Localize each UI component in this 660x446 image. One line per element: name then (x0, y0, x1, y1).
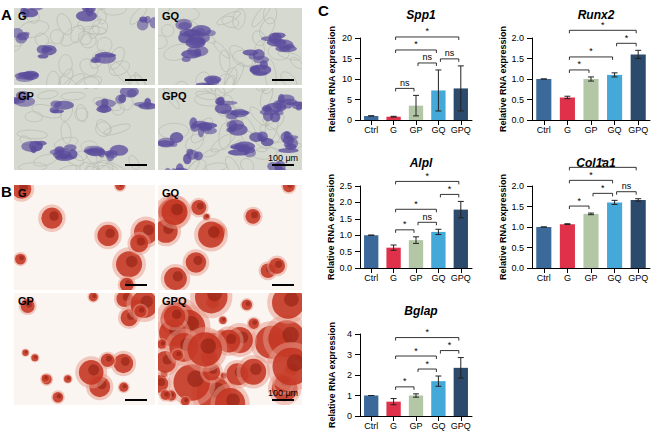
svg-text:GP: GP (18, 295, 34, 307)
svg-text:B: B (1, 183, 12, 200)
svg-text:*: * (625, 33, 629, 43)
svg-text:G: G (390, 421, 397, 431)
svg-text:GPQ: GPQ (628, 273, 648, 283)
svg-text:GQ: GQ (608, 273, 622, 283)
svg-text:0: 0 (347, 411, 352, 421)
svg-text:*: * (414, 199, 418, 209)
svg-text:Relative RNA expression: Relative RNA expression (327, 322, 337, 428)
svg-text:Relative RNA expression: Relative RNA expression (326, 174, 336, 280)
svg-text:Ctrl: Ctrl (537, 125, 551, 135)
svg-text:GP: GP (584, 125, 597, 135)
svg-text:ns: ns (445, 48, 455, 58)
svg-text:*: * (425, 171, 429, 181)
svg-text:GPQ: GPQ (628, 125, 648, 135)
svg-text:2.0: 2.0 (511, 181, 524, 191)
svg-text:*: * (589, 46, 593, 56)
svg-text:*: * (448, 340, 452, 350)
svg-text:GPQ: GPQ (162, 90, 187, 102)
svg-text:Relative RNA expression: Relative RNA expression (327, 26, 337, 132)
svg-text:0: 0 (347, 115, 352, 125)
svg-text:0.0: 0.0 (511, 263, 524, 273)
svg-text:GQ: GQ (608, 125, 622, 135)
svg-text:4: 4 (347, 329, 352, 339)
svg-text:*: * (403, 376, 407, 386)
svg-text:A: A (1, 6, 12, 23)
svg-text:GP: GP (409, 125, 422, 135)
svg-text:3: 3 (347, 350, 352, 360)
svg-text:Runx2: Runx2 (578, 8, 615, 22)
svg-text:G: G (390, 273, 397, 283)
svg-text:*: * (403, 219, 407, 229)
svg-text:GQ: GQ (431, 125, 445, 135)
svg-text:Relative RNA expression: Relative RNA expression (498, 26, 508, 132)
svg-text:*: * (601, 183, 605, 193)
svg-text:10: 10 (342, 74, 352, 84)
svg-text:Spp1: Spp1 (406, 8, 436, 22)
svg-text:2.5: 2.5 (339, 181, 352, 191)
svg-text:*: * (425, 26, 429, 36)
svg-text:G: G (18, 187, 27, 199)
svg-text:ns: ns (422, 212, 432, 222)
svg-text:1.0: 1.0 (339, 230, 352, 240)
svg-text:GPQ: GPQ (162, 295, 187, 307)
svg-text:G: G (18, 10, 27, 22)
svg-text:1.5: 1.5 (511, 202, 524, 212)
svg-text:GPQ: GPQ (451, 125, 471, 135)
svg-text:0.5: 0.5 (511, 95, 524, 105)
svg-text:*: * (425, 359, 429, 369)
svg-text:Bglap: Bglap (404, 304, 437, 318)
svg-text:2.0: 2.0 (511, 33, 524, 43)
svg-text:Ctrl: Ctrl (364, 421, 378, 431)
svg-text:1: 1 (347, 391, 352, 401)
svg-text:GP: GP (18, 90, 34, 102)
html-text:C: C (318, 2, 329, 19)
svg-text:*: * (448, 184, 452, 194)
svg-text:2.0: 2.0 (339, 197, 352, 207)
svg-text:*: * (414, 39, 418, 49)
svg-text:1.5: 1.5 (339, 214, 352, 224)
svg-text:1.0: 1.0 (511, 74, 524, 84)
svg-text:G: G (564, 125, 571, 135)
svg-text:5: 5 (347, 95, 352, 105)
svg-text:*: * (425, 327, 429, 337)
svg-text:G: G (564, 273, 571, 283)
svg-text:2: 2 (347, 370, 352, 380)
svg-text:Ctrl: Ctrl (537, 273, 551, 283)
svg-text:*: * (577, 59, 581, 69)
svg-text:0.5: 0.5 (511, 243, 524, 253)
svg-text:*: * (577, 196, 581, 206)
svg-text:GP: GP (409, 273, 422, 283)
svg-text:0.0: 0.0 (339, 263, 352, 273)
svg-text:GQ: GQ (431, 421, 445, 431)
svg-text:Col1a1: Col1a1 (576, 156, 616, 170)
svg-text:GQ: GQ (162, 187, 180, 199)
svg-text:Alpl: Alpl (409, 156, 433, 170)
svg-text:G: G (390, 125, 397, 135)
svg-text:20: 20 (342, 33, 352, 43)
svg-text:1.5: 1.5 (511, 54, 524, 64)
svg-text:Ctrl: Ctrl (364, 125, 378, 135)
svg-text:GP: GP (409, 421, 422, 431)
svg-text:0.0: 0.0 (511, 115, 524, 125)
svg-text:Ctrl: Ctrl (364, 273, 378, 283)
svg-text:*: * (414, 346, 418, 356)
svg-text:GP: GP (584, 273, 597, 283)
svg-text:GPQ: GPQ (451, 273, 471, 283)
svg-text:0.5: 0.5 (339, 247, 352, 257)
svg-text:ns: ns (422, 52, 432, 62)
svg-text:ns: ns (622, 181, 632, 191)
svg-text:*: * (589, 170, 593, 180)
svg-text:GQ: GQ (431, 273, 445, 283)
svg-text:100 μm: 100 μm (268, 388, 298, 398)
svg-text:100 μm: 100 μm (268, 153, 298, 163)
svg-text:GQ: GQ (162, 10, 180, 22)
svg-text:Relative RNA expression: Relative RNA expression (498, 174, 508, 280)
svg-text:ns: ns (400, 78, 410, 88)
svg-text:GPQ: GPQ (451, 421, 471, 431)
svg-text:15: 15 (342, 54, 352, 64)
svg-text:1.0: 1.0 (511, 222, 524, 232)
